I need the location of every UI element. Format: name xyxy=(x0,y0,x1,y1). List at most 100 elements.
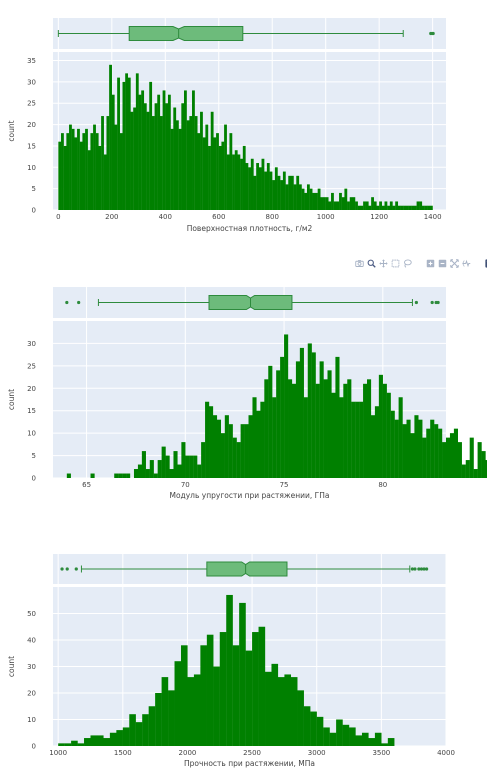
box-body xyxy=(207,562,287,576)
histogram-bar xyxy=(315,193,318,210)
histogram-bar xyxy=(58,142,61,210)
histogram-bar xyxy=(157,95,160,210)
histogram-bar xyxy=(355,402,359,478)
histogram-bar xyxy=(328,201,331,210)
histogram-bar xyxy=(323,197,326,210)
histogram-bar xyxy=(166,456,170,478)
histogram-bar xyxy=(84,738,91,746)
box-outlier-point xyxy=(65,301,68,304)
histogram-bar xyxy=(368,738,375,746)
histogram-bar xyxy=(72,129,75,210)
y-tick-label: 30 xyxy=(27,78,36,86)
histogram-bar xyxy=(310,712,317,746)
histogram-bar xyxy=(117,78,120,210)
histogram-bar xyxy=(371,415,375,478)
histogram-bar xyxy=(304,193,307,210)
histogram-bar xyxy=(123,727,130,746)
histogram-bar xyxy=(139,95,142,210)
histogram-bar xyxy=(246,651,253,746)
y-axis-title: count xyxy=(7,389,16,410)
histogram-bar xyxy=(189,116,192,210)
histogram-bar xyxy=(216,133,219,210)
histogram-bar xyxy=(162,447,166,478)
histogram-bar xyxy=(324,379,328,478)
histogram-bar xyxy=(77,129,80,210)
histogram-bar xyxy=(168,690,175,746)
histogram-bar xyxy=(304,706,311,746)
histogram-bar xyxy=(160,116,163,210)
histogram-bar xyxy=(106,116,109,210)
histogram-bar xyxy=(91,474,95,478)
autoscale-button[interactable] xyxy=(449,258,460,269)
histogram-bar xyxy=(390,201,393,210)
lasso-select-button[interactable] xyxy=(402,258,413,269)
zoom-in-button[interactable] xyxy=(425,258,436,269)
histogram-bar xyxy=(243,146,246,210)
histogram-bar xyxy=(349,727,356,746)
histogram-bar xyxy=(331,193,334,210)
reset-axes-button[interactable] xyxy=(461,258,472,269)
histogram-bar xyxy=(152,116,155,210)
histogram-bar xyxy=(240,159,243,210)
y-tick-label: 50 xyxy=(27,610,36,618)
histogram-bar xyxy=(304,397,308,478)
histogram-bar xyxy=(256,163,259,210)
histogram-bar xyxy=(366,201,369,210)
histogram-bar xyxy=(173,108,176,210)
box-outlier-point xyxy=(415,301,418,304)
histogram-bar xyxy=(239,603,246,746)
y-tick-label: 0 xyxy=(32,475,36,483)
histogram-bar xyxy=(470,438,474,478)
histogram-bar xyxy=(336,201,339,210)
histogram-bar xyxy=(116,730,123,746)
box-select-button[interactable] xyxy=(390,258,401,269)
box-outlier-point xyxy=(66,567,69,570)
lasso-select-icon xyxy=(403,259,412,268)
histogram-bar xyxy=(466,460,470,478)
histogram-bar xyxy=(103,738,110,746)
histogram-bar xyxy=(272,180,275,210)
histogram-bar xyxy=(347,379,351,478)
histogram-bar xyxy=(411,206,414,210)
histogram-bar xyxy=(88,150,91,210)
y-tick-label: 35 xyxy=(27,57,36,65)
pan-button[interactable] xyxy=(378,258,389,269)
y-tick-label: 5 xyxy=(32,452,36,460)
camera-button[interactable] xyxy=(354,258,365,269)
histogram-bar xyxy=(307,184,310,210)
x-tick-label: 1200 xyxy=(370,213,388,221)
histogram-bar xyxy=(158,460,162,478)
histogram-bar xyxy=(312,193,315,210)
histogram-bar xyxy=(233,438,237,478)
histogram-bar xyxy=(379,375,383,478)
histogram-bar xyxy=(150,460,154,478)
histogram-bar xyxy=(85,129,88,210)
y-axis-title: count xyxy=(7,120,16,141)
histogram-bar xyxy=(382,206,385,210)
histogram-bar xyxy=(316,384,320,478)
histogram-bar xyxy=(363,201,366,210)
histogram-bar xyxy=(310,189,313,210)
histogram-bar xyxy=(362,733,369,746)
histogram-bar xyxy=(339,397,343,478)
histogram-bar xyxy=(355,201,358,210)
histogram-bar xyxy=(136,73,139,210)
histogram-bar xyxy=(235,150,238,210)
histogram-bar xyxy=(221,433,225,478)
histogram-bar xyxy=(225,415,229,478)
histogram-bar xyxy=(142,451,146,478)
histogram-bar xyxy=(278,677,285,746)
histogram-bar xyxy=(284,334,288,478)
histogram-bar xyxy=(280,180,283,210)
zoom-button[interactable] xyxy=(366,258,377,269)
histogram-bar xyxy=(291,677,298,746)
zoom-out-button[interactable] xyxy=(437,258,448,269)
histogram-bar xyxy=(254,176,257,210)
histogram-bar xyxy=(462,465,466,478)
histogram-bar xyxy=(245,424,249,478)
histogram-bar xyxy=(98,146,101,210)
histogram-bar xyxy=(71,741,78,746)
histogram-bar xyxy=(414,206,417,210)
y-tick-label: 10 xyxy=(27,716,36,724)
histogram-bar xyxy=(217,420,221,478)
